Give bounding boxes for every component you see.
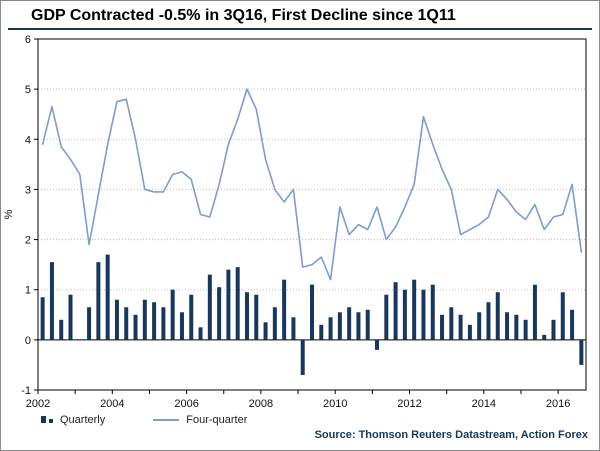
quarterly-bar xyxy=(189,294,194,340)
x-tick-label: 2002 xyxy=(26,398,50,410)
quarterly-bar xyxy=(551,319,556,340)
legend-label-quarterly: Quarterly xyxy=(60,413,106,426)
quarterly-bar xyxy=(402,289,407,340)
gdp-chart: -1 0 1 2 3 4 5 6 2002 2004 2006 2008 2010 2012 2014 201… xyxy=(3,34,587,410)
y-tick-label: 2 xyxy=(25,235,31,247)
y-tick-label: 5 xyxy=(25,84,31,96)
quarterly-bar xyxy=(96,262,101,340)
quarterly-bar xyxy=(133,314,138,340)
quarterly-bar xyxy=(59,319,64,340)
y-tick-label: 6 xyxy=(25,34,31,46)
quarterly-bar xyxy=(170,289,175,340)
quarterly-bar xyxy=(291,317,296,340)
quarterly-bar xyxy=(532,284,537,340)
quarterly-bar xyxy=(486,302,491,340)
quarterly-bar xyxy=(337,312,342,340)
quarterly-bar xyxy=(375,339,380,350)
quarterly-bar xyxy=(68,294,73,340)
quarterly-bar xyxy=(300,339,305,375)
quarterly-bar xyxy=(152,302,157,340)
x-tick-label: 2004 xyxy=(100,398,124,410)
legend-item-quarterly: Quarterly xyxy=(41,414,105,426)
quarterly-bar xyxy=(393,282,398,340)
quarterly-bar xyxy=(523,319,528,340)
legend-row: Quarterly Four-quarter xyxy=(41,411,599,428)
quarterly-bar xyxy=(244,292,249,340)
y-tick-label: -1 xyxy=(21,385,31,397)
source-text: Source: Thomson Reuters Datastream, Acti… xyxy=(314,429,588,441)
x-tick-label: 2008 xyxy=(249,398,273,410)
quarterly-bar xyxy=(263,322,268,340)
quarterly-bar xyxy=(430,284,435,340)
quarterly-bar xyxy=(161,307,166,340)
quarterly-bar xyxy=(282,279,287,340)
y-tick-label: 1 xyxy=(25,285,31,297)
quarterly-bar xyxy=(440,314,445,340)
x-tick-label: 2014 xyxy=(472,398,496,410)
quarterly-bar xyxy=(272,307,277,340)
quarterly-bar xyxy=(458,314,463,340)
quarterly-bar xyxy=(365,309,370,340)
title-rule xyxy=(8,28,592,30)
quarterly-bar xyxy=(495,292,500,340)
quarterly-bar xyxy=(40,297,45,340)
quarterly-bar xyxy=(105,254,110,340)
x-tick-label: 2010 xyxy=(323,398,347,410)
quarterly-bar xyxy=(328,317,333,340)
quarterly-bar xyxy=(384,294,389,340)
x-tick-label: 2006 xyxy=(174,398,198,410)
quarterly-bar xyxy=(570,309,575,340)
quarterly-bar xyxy=(254,294,259,340)
quarterly-bar xyxy=(217,287,222,340)
quarterly-bar xyxy=(347,307,352,340)
quarterly-bar xyxy=(87,307,92,340)
quarterly-bar xyxy=(49,262,54,340)
four-quarter-line xyxy=(41,88,583,281)
quarterly-bar xyxy=(198,327,203,340)
quarterly-bar xyxy=(124,307,129,340)
x-tick-label: 2016 xyxy=(546,398,570,410)
legend-label-four-quarter: Four-quarter xyxy=(186,413,248,426)
quarterly-bar xyxy=(114,299,119,340)
quarterly-bar xyxy=(356,312,361,340)
quarterly-bar xyxy=(142,299,147,340)
quarterly-bar xyxy=(449,307,454,340)
quarterly-bar xyxy=(514,314,519,340)
chart-title: GDP Contracted -0.5% in 3Q16, First Decl… xyxy=(31,7,456,24)
quarterly-bar xyxy=(235,267,240,340)
quarterly-bar xyxy=(310,284,314,340)
legend-item-four-quarter: Four-quarter xyxy=(153,414,247,426)
quarterly-bar xyxy=(207,274,212,340)
quarterly-bar xyxy=(421,289,426,340)
quarterly-bar xyxy=(226,269,231,340)
y-tick-label: 3 xyxy=(25,184,31,196)
y-axis-label: % xyxy=(3,209,15,219)
quarterly-bar xyxy=(477,312,482,340)
four-quarter-line-icon xyxy=(153,418,180,421)
quarterly-bar xyxy=(179,312,184,340)
x-tick-label: 2012 xyxy=(397,398,421,410)
quarterly-bar xyxy=(467,324,472,340)
quarterly-bar xyxy=(505,312,510,340)
quarterly-bar xyxy=(579,339,584,365)
plot-border xyxy=(37,38,587,391)
y-tick-label: 4 xyxy=(25,134,31,146)
quarterly-bar xyxy=(319,324,324,340)
quarterly-bars-icon xyxy=(41,416,53,423)
quarterly-bar xyxy=(542,334,547,340)
quarterly-bar xyxy=(560,292,565,340)
quarterly-bar xyxy=(412,279,417,340)
source-row: Source: Thomson Reuters Datastream, Acti… xyxy=(1,429,588,441)
y-tick-label: 0 xyxy=(25,335,31,347)
